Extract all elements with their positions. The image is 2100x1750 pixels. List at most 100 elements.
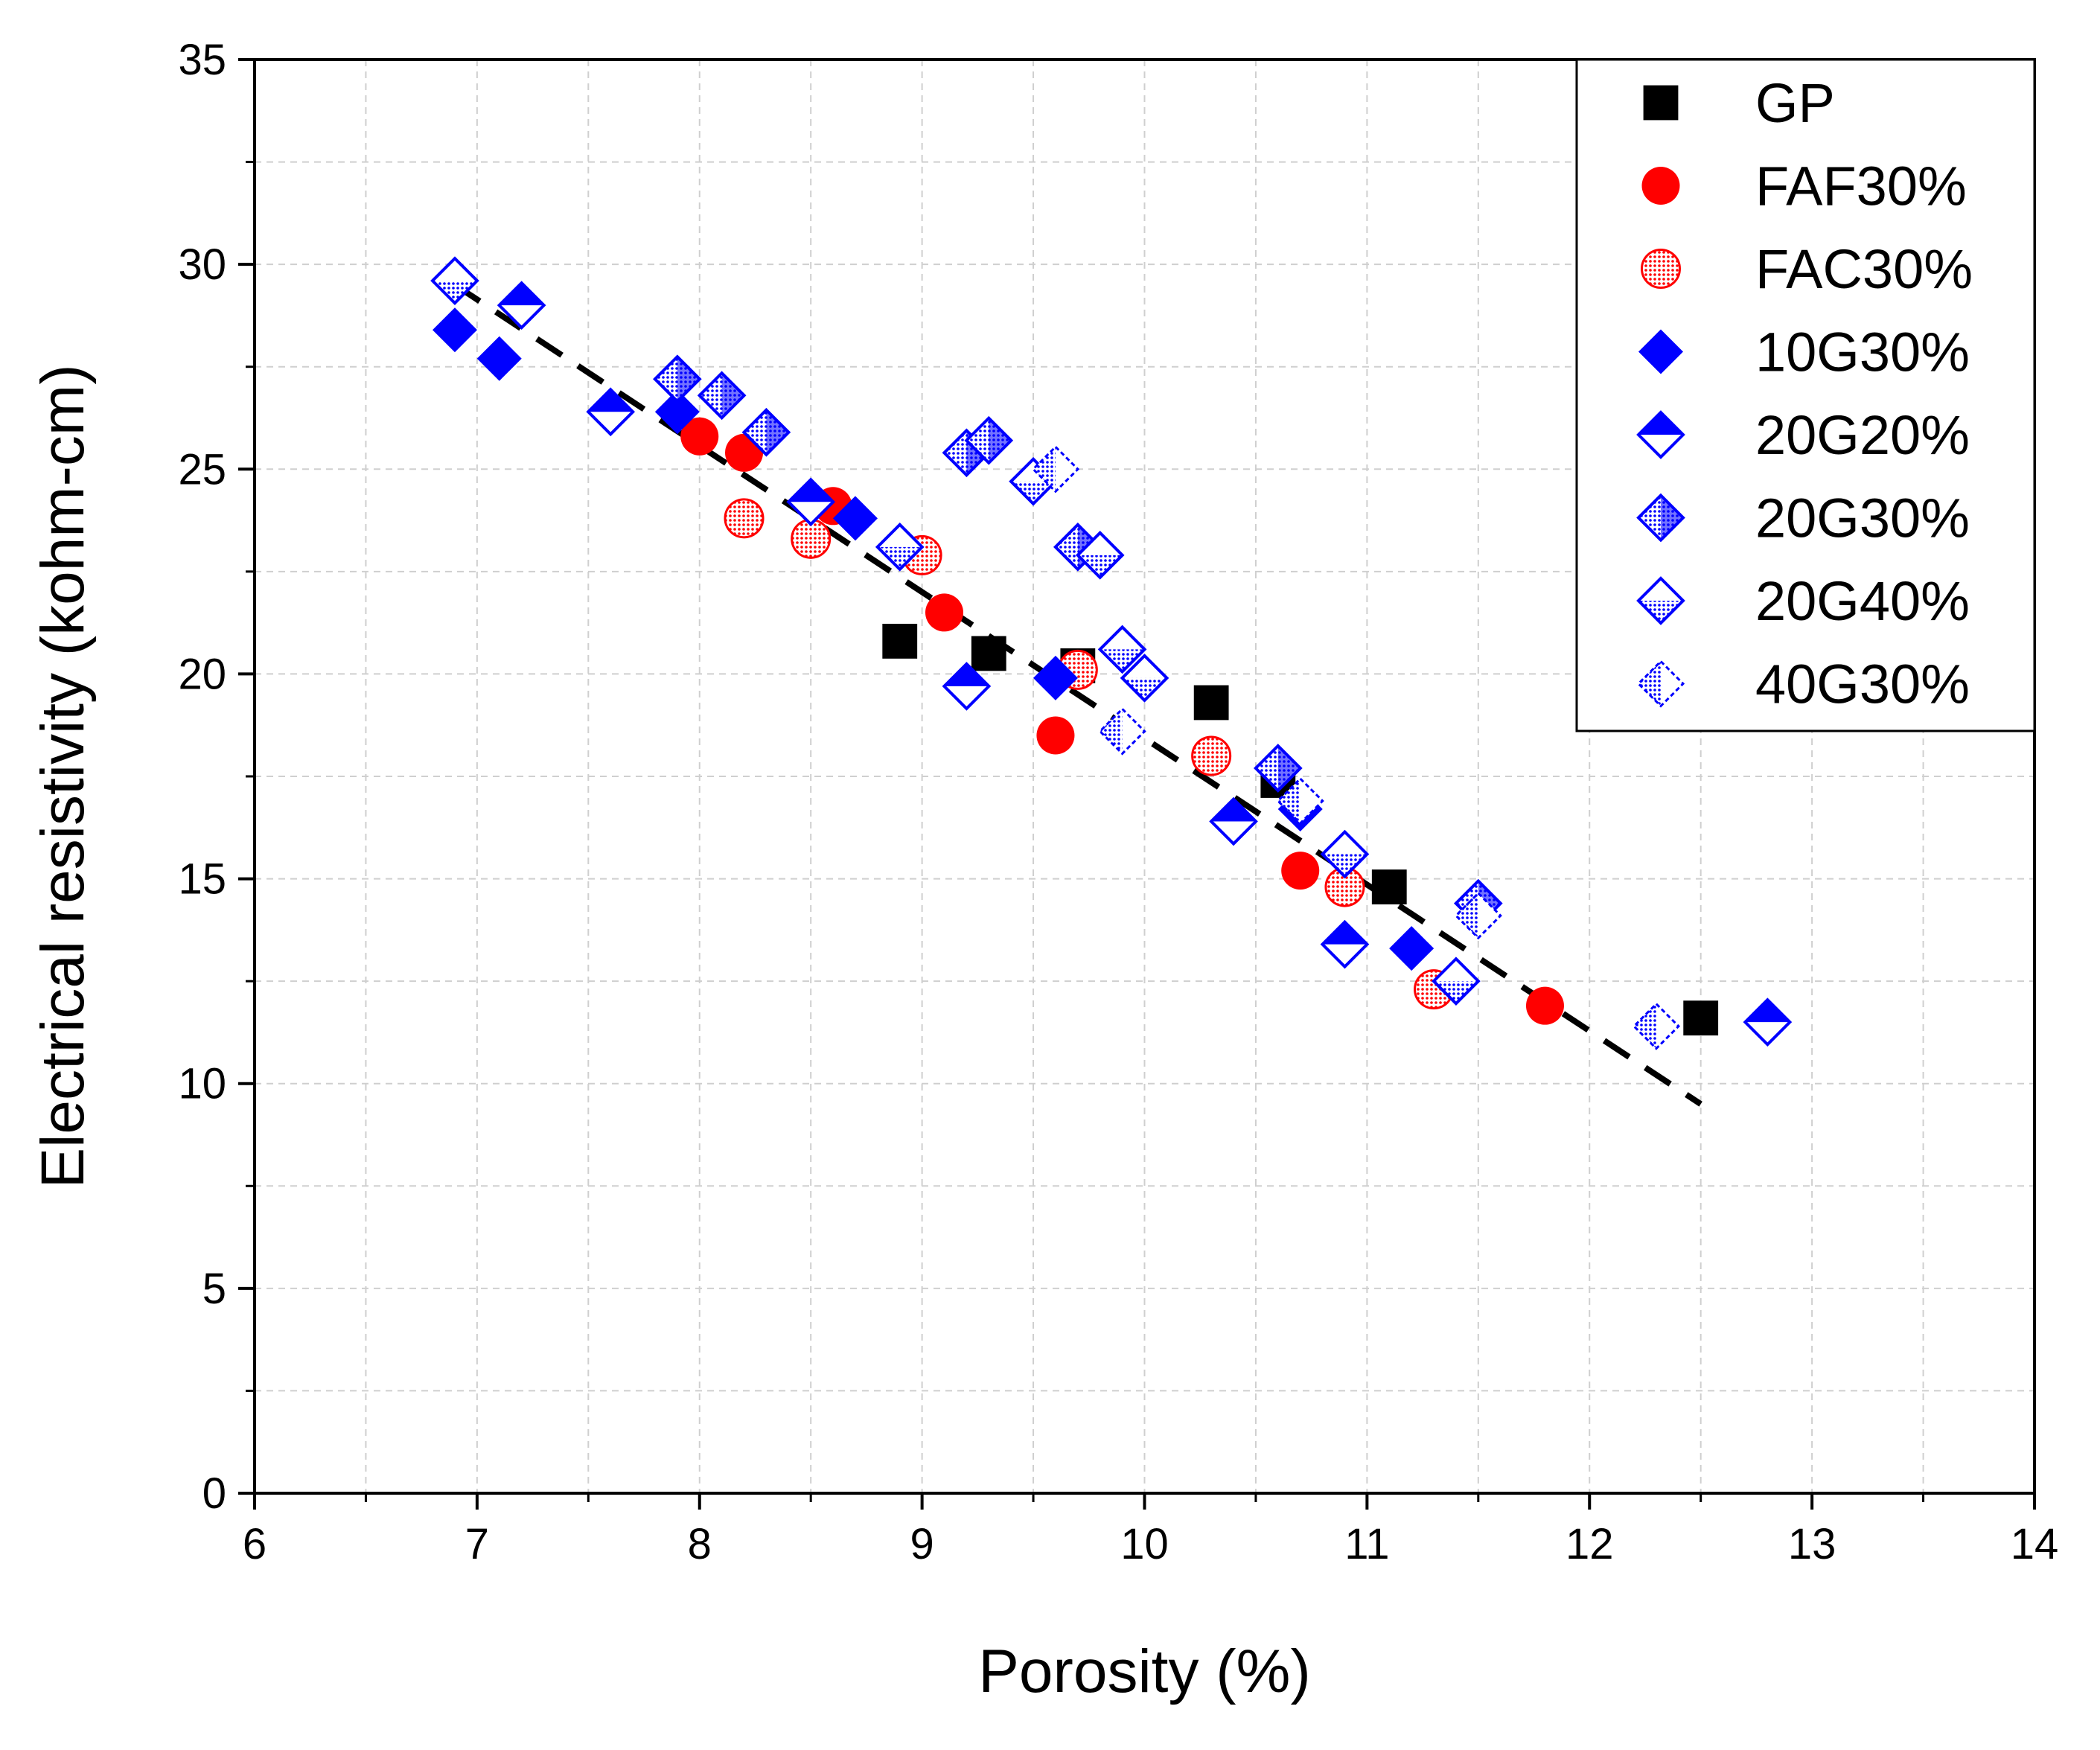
marker-half <box>1277 745 1300 791</box>
x-tick-label: 8 <box>688 1520 712 1568</box>
series-20g30 <box>653 354 1503 928</box>
x-axis-title: Porosity (%) <box>978 1638 1311 1705</box>
legend-item: 20G20% <box>1636 404 1970 466</box>
x-tick-label: 6 <box>243 1520 267 1568</box>
legend-marker <box>1636 660 1685 708</box>
data-point <box>697 371 747 421</box>
marker-half <box>1455 893 1478 939</box>
data-point <box>654 389 700 435</box>
marker-half <box>432 281 477 304</box>
data-point <box>1193 685 1229 721</box>
legend-marker <box>1641 249 1681 289</box>
marker-half <box>1661 495 1683 540</box>
legend-item: 20G40% <box>1636 570 1970 632</box>
y-tick-label: 35 <box>178 36 226 84</box>
legend-label: 10G30% <box>1755 322 1970 383</box>
marker-half <box>1745 1000 1790 1023</box>
marker-outline <box>1632 1002 1681 1050</box>
x-tick-label: 14 <box>2011 1520 2059 1568</box>
data-point <box>1075 531 1125 580</box>
legend-item: FAC30% <box>1641 238 1973 300</box>
data-point <box>1031 445 1080 494</box>
legend-item: 20G30% <box>1636 488 1970 549</box>
marker-half <box>588 389 633 412</box>
data-point <box>680 417 719 456</box>
marker-outline <box>875 523 925 572</box>
data-point <box>1191 735 1232 776</box>
data-point <box>476 336 522 381</box>
data-point <box>925 593 964 632</box>
marker-half <box>1322 922 1367 945</box>
marker-half <box>721 373 744 418</box>
marker-shape <box>1525 986 1564 1025</box>
marker-half <box>1077 555 1123 578</box>
marker-outline <box>1031 445 1080 494</box>
marker-half <box>1277 779 1300 824</box>
marker-half <box>1633 1003 1656 1049</box>
marker-outline <box>1636 576 1685 625</box>
trendline <box>453 282 1702 1107</box>
marker-shape <box>476 336 522 381</box>
marker-outline <box>1636 660 1685 708</box>
x-tick-label: 10 <box>1120 1520 1169 1568</box>
marker-outline <box>1636 410 1685 459</box>
legend-item: FAF30% <box>1641 156 1967 217</box>
legend-item: 10G30% <box>1638 322 1970 383</box>
data-point <box>1632 1002 1681 1050</box>
data-point <box>1371 869 1407 904</box>
marker-half <box>677 357 700 402</box>
marker-outline <box>786 477 836 527</box>
data-point <box>1525 986 1564 1025</box>
y-tick-label: 15 <box>178 855 226 904</box>
marker-half <box>1033 447 1056 492</box>
legend: GP FAF30% FAC30% 10G30% 20G20% 20G30% 20G40% 40… <box>1575 58 2036 732</box>
marker-outline <box>1075 531 1125 580</box>
marker-shape <box>1371 869 1407 904</box>
marker-half <box>788 479 834 502</box>
marker-shape <box>1191 735 1232 776</box>
axes: 6 7 8 9 10 11 12 13 14 0 5 10 15 20 25 30 35 Porosity (%)… <box>29 36 2058 1705</box>
marker-outline <box>1098 707 1146 756</box>
marker-half <box>1011 481 1056 504</box>
trendline-layer <box>453 282 1702 1107</box>
data-point <box>882 624 918 659</box>
data-point <box>1389 926 1434 971</box>
data-point <box>942 662 992 711</box>
marker-shape <box>432 307 477 353</box>
data-point <box>1209 796 1258 846</box>
marker-outline <box>1120 654 1169 703</box>
marker-half <box>1100 709 1123 754</box>
series-20g20 <box>497 281 1793 1047</box>
marker-half <box>877 546 922 569</box>
marker-outline <box>1209 796 1258 846</box>
marker-half <box>1638 601 1683 623</box>
legend-item: GP <box>1643 72 1835 134</box>
marker-shape <box>882 624 918 659</box>
marker-half <box>499 283 544 306</box>
marker-shape <box>654 389 700 435</box>
data-points <box>430 256 1793 1050</box>
marker-shape <box>1036 716 1075 755</box>
y-tick-label: 30 <box>178 240 226 289</box>
legend-label: 20G20% <box>1755 404 1970 466</box>
data-point <box>430 256 479 305</box>
data-point <box>741 407 791 457</box>
marker-shape <box>680 417 719 456</box>
data-point <box>1454 891 1502 940</box>
marker-shape <box>832 496 878 541</box>
data-point <box>1743 997 1793 1047</box>
marker-outline <box>942 662 992 711</box>
marker-outline <box>1320 829 1370 879</box>
marker-half <box>1638 412 1683 435</box>
data-point <box>1036 716 1075 755</box>
marker-outline <box>1276 776 1324 825</box>
y-tick-label: 25 <box>178 445 226 494</box>
marker-shape <box>724 498 765 539</box>
marker-half <box>1122 677 1167 700</box>
marker-outline <box>1097 625 1147 674</box>
legend-marker <box>1636 493 1685 543</box>
data-point <box>586 387 636 437</box>
data-point <box>1253 744 1303 793</box>
data-point <box>971 636 1006 671</box>
data-point <box>1098 707 1146 756</box>
